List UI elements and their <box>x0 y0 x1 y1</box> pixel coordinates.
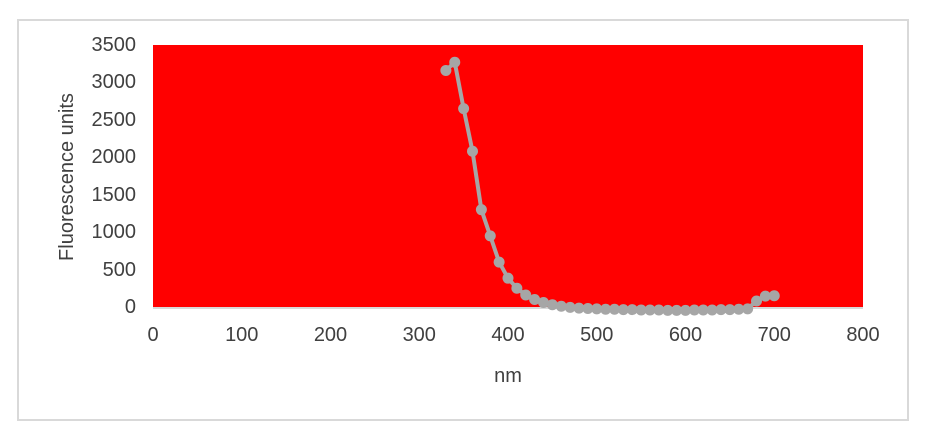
y-tick-label: 500 <box>102 258 136 281</box>
data-point <box>573 302 585 314</box>
data-point <box>671 304 683 316</box>
x-tick-label: 400 <box>491 324 525 346</box>
data-point <box>493 256 505 268</box>
data-point <box>768 290 780 302</box>
x-tick-label: 0 <box>147 324 159 346</box>
y-axis-title: Fluorescence units <box>56 93 78 261</box>
data-point <box>449 56 461 68</box>
data-point <box>715 304 727 316</box>
data-point <box>609 303 620 315</box>
data-point <box>742 303 754 315</box>
x-tick-label: 500 <box>580 324 614 346</box>
data-point <box>662 304 674 316</box>
y-tick-label: 3000 <box>91 71 137 94</box>
data-point <box>644 304 656 316</box>
data-point <box>680 304 691 316</box>
y-tick-label: 2500 <box>91 108 137 131</box>
data-point <box>653 304 665 316</box>
x-tick-label: 200 <box>313 324 348 346</box>
data-point <box>538 297 549 309</box>
data-point <box>582 302 594 314</box>
data-point <box>546 299 558 311</box>
data-point <box>733 303 745 315</box>
data-point <box>688 304 700 316</box>
y-tick-label: 1000 <box>91 221 137 244</box>
x-tick-label: 800 <box>846 324 880 346</box>
data-point <box>440 64 452 76</box>
data-point <box>626 304 638 316</box>
x-tick-label: 300 <box>402 324 436 346</box>
data-point <box>458 103 470 115</box>
data-point <box>520 289 532 301</box>
data-point <box>706 304 718 316</box>
x-axis-title: nm <box>494 365 522 387</box>
x-tick-label: 700 <box>757 324 791 346</box>
data-point <box>617 304 629 316</box>
data-point <box>600 303 612 315</box>
data-point <box>502 272 514 284</box>
data-point <box>697 304 709 316</box>
plot-area-background <box>153 45 863 307</box>
data-point <box>475 204 487 216</box>
x-tick-label: 600 <box>668 324 703 346</box>
data-point <box>467 145 478 157</box>
data-point <box>635 304 647 316</box>
y-tick-label: 0 <box>124 296 136 318</box>
data-point <box>555 300 567 312</box>
data-point <box>751 295 762 307</box>
data-point <box>484 230 496 242</box>
x-tick-label: 100 <box>225 324 259 346</box>
data-point <box>759 290 771 302</box>
y-tick-label: 1500 <box>91 183 137 206</box>
y-tick-label: 2000 <box>91 146 137 169</box>
data-point <box>591 303 603 315</box>
data-point <box>564 301 576 313</box>
data-point <box>529 294 541 306</box>
data-point <box>511 282 523 294</box>
data-point <box>724 304 736 316</box>
y-tick-label: 3500 <box>91 34 137 56</box>
